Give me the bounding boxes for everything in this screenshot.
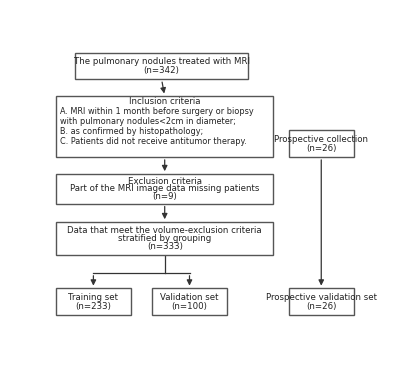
Text: Data that meet the volume-exclusion criteria: Data that meet the volume-exclusion crit… xyxy=(67,226,262,235)
Text: (n=233): (n=233) xyxy=(76,302,111,311)
Text: Inclusion criteria: Inclusion criteria xyxy=(129,97,200,106)
Text: (n=26): (n=26) xyxy=(306,143,336,153)
FancyBboxPatch shape xyxy=(56,222,273,255)
Text: C. Patients did not receive antitumor therapy.: C. Patients did not receive antitumor th… xyxy=(60,137,246,146)
FancyBboxPatch shape xyxy=(56,96,273,157)
Text: The pulmonary nodules treated with MRI: The pulmonary nodules treated with MRI xyxy=(74,57,250,66)
Text: with pulmonary nodules<2cm in diameter;: with pulmonary nodules<2cm in diameter; xyxy=(60,117,236,126)
FancyBboxPatch shape xyxy=(56,288,131,315)
FancyBboxPatch shape xyxy=(152,288,227,315)
Text: Prospective validation set: Prospective validation set xyxy=(266,293,377,302)
Text: Part of the MRI image data missing patients: Part of the MRI image data missing patie… xyxy=(70,184,259,193)
Text: Validation set: Validation set xyxy=(160,293,219,302)
Text: A. MRI within 1 month before surgery or biopsy: A. MRI within 1 month before surgery or … xyxy=(60,107,254,116)
FancyBboxPatch shape xyxy=(289,130,354,157)
Text: (n=26): (n=26) xyxy=(306,302,336,311)
FancyBboxPatch shape xyxy=(75,52,248,79)
Text: (n=342): (n=342) xyxy=(144,66,180,75)
FancyBboxPatch shape xyxy=(56,174,273,204)
Text: Prospective collection: Prospective collection xyxy=(274,135,368,143)
Text: B. as confirmed by histopathology;: B. as confirmed by histopathology; xyxy=(60,127,203,136)
Text: (n=100): (n=100) xyxy=(172,302,208,311)
Text: Exclusion criteria: Exclusion criteria xyxy=(128,177,202,186)
Text: stratified by grouping: stratified by grouping xyxy=(118,234,211,243)
Text: (n=333): (n=333) xyxy=(147,242,183,251)
FancyBboxPatch shape xyxy=(289,288,354,315)
Text: Training set: Training set xyxy=(68,293,118,302)
Text: (n=9): (n=9) xyxy=(152,192,177,201)
